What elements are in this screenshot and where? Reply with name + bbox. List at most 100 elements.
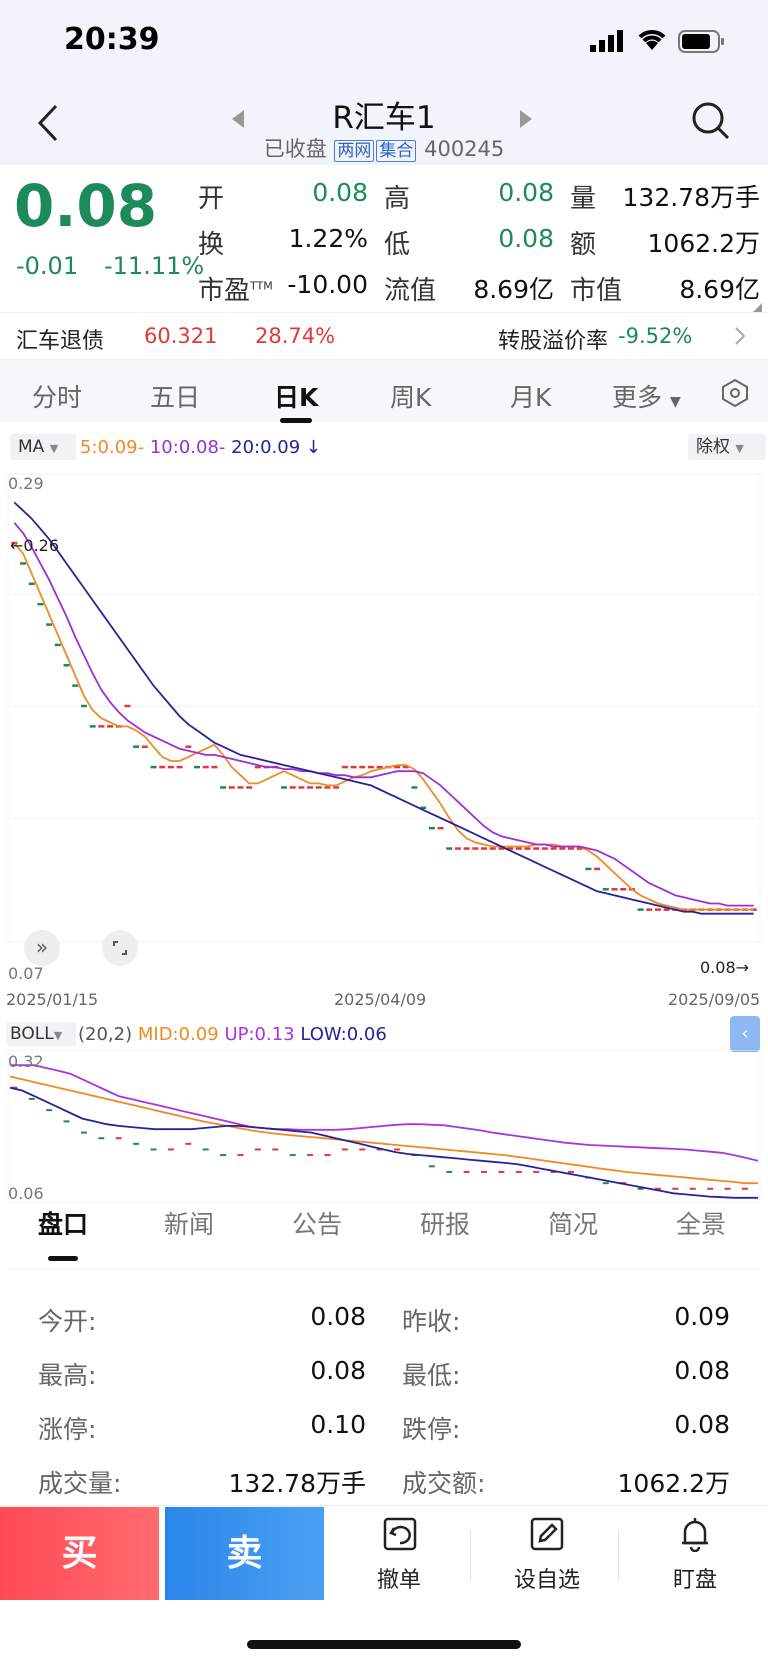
cancel-order-label: 撤单 <box>376 1568 421 1593</box>
value-day-low: 0.08 <box>674 1356 730 1385</box>
label-turnover: 换 <box>198 230 225 260</box>
tab-intraday[interactable]: 分时 <box>32 383 83 412</box>
label-prev-close: 昨收: <box>402 1307 461 1336</box>
label-float-cap: 流值 <box>384 276 437 306</box>
value-low: 0.08 <box>498 224 554 253</box>
collapse-panel-icon[interactable]: ‹ <box>730 1016 760 1052</box>
value-prev-close: 0.09 <box>674 1302 730 1331</box>
boll-values: (20,2) MID:0.09 UP:0.13 LOW:0.06 <box>78 1024 387 1045</box>
caret-down-icon: ▼ <box>669 394 681 410</box>
value-pe: -10.00 <box>287 270 368 299</box>
label-day-high: 最高: <box>38 1361 97 1390</box>
divider <box>470 1530 471 1580</box>
stock-title: R汇车1 <box>332 100 436 136</box>
value-volume-detail: 132.78万手 <box>228 1469 366 1498</box>
label-limit-down: 跌停: <box>402 1415 461 1444</box>
value-day-high: 0.08 <box>310 1356 366 1385</box>
tab-news[interactable]: 新闻 <box>164 1210 215 1239</box>
quote-panel <box>0 165 768 313</box>
detail-tab-indicator <box>48 1256 78 1261</box>
tag-two-net: 两网 <box>334 140 375 162</box>
value-limit-down: 0.08 <box>674 1410 730 1439</box>
bond-price: 60.321 <box>144 324 218 348</box>
value-open: 0.08 <box>312 178 368 207</box>
label-low: 低 <box>384 230 411 260</box>
date-start: 2025/01/15 <box>6 990 99 1009</box>
boll-mid: MID:0.09 <box>137 1024 219 1045</box>
fullscreen-icon[interactable] <box>102 930 138 966</box>
value-turnover: 1.22% <box>288 224 368 253</box>
ma-selector[interactable]: MA ▼ <box>10 434 76 460</box>
value-market-cap: 8.69亿 <box>679 275 760 304</box>
bond-pct: 28.74% <box>255 324 336 348</box>
boll-chart[interactable] <box>0 1050 768 1205</box>
add-watchlist-button[interactable]: 设自选 <box>492 1512 602 1597</box>
value-float-cap: 8.69亿 <box>473 275 554 304</box>
expand-corner-icon[interactable] <box>752 298 762 317</box>
premium-value: -9.52% <box>618 324 693 348</box>
chevron-right-icon[interactable] <box>734 326 746 350</box>
label-today-open: 今开: <box>38 1307 97 1336</box>
search-icon[interactable] <box>690 100 732 146</box>
price-alert-label: 盯盘 <box>672 1568 717 1593</box>
label-market-cap: 市值 <box>570 276 623 306</box>
nav-header <box>0 90 768 165</box>
ma20-value: 20:0.09 <box>231 437 301 458</box>
kline-ymin-label: 0.07 <box>8 964 44 983</box>
active-tab-indicator <box>280 418 312 423</box>
value-today-open: 0.08 <box>310 1302 366 1331</box>
tab-monthly-k[interactable]: 月K <box>510 383 552 412</box>
bond-name: 汇车退债 <box>16 329 105 354</box>
tab-daily-k[interactable]: 日K <box>274 383 319 412</box>
boll-low-line <box>9 1086 758 1199</box>
tab-orderbook[interactable]: 盘口 <box>38 1210 89 1239</box>
ma20-line <box>13 501 754 915</box>
price-alert-button[interactable]: 盯盘 <box>640 1512 750 1597</box>
tab-panorama[interactable]: 全景 <box>676 1210 727 1239</box>
adjust-selector[interactable]: 除权 ▼ <box>688 434 766 460</box>
boll-low: LOW:0.06 <box>300 1024 387 1045</box>
boll-frame <box>7 1050 761 1203</box>
next-stock-icon[interactable] <box>520 110 534 132</box>
boll-ymin-label: 0.06 <box>8 1184 44 1203</box>
boll-mid-line <box>9 1075 758 1185</box>
buy-button[interactable]: 买 <box>0 1507 159 1600</box>
fast-forward-icon[interactable]: » <box>24 930 60 966</box>
boll-selector[interactable]: BOLL▼ <box>6 1022 76 1046</box>
date-mid: 2025/04/09 <box>334 990 427 1009</box>
cancel-order-button[interactable]: 撤单 <box>344 1512 454 1597</box>
boll-params: (20,2) <box>78 1024 133 1045</box>
kline-ymax-label: 0.29 <box>8 474 44 493</box>
label-limit-up: 涨停: <box>38 1415 97 1444</box>
divider <box>8 1268 760 1269</box>
bond-row[interactable] <box>0 312 768 360</box>
label-amount: 额 <box>570 230 597 260</box>
kline-chart[interactable] <box>0 470 768 990</box>
wifi-icon <box>636 28 668 56</box>
market-status: 已收盘 <box>263 137 327 161</box>
last-price: 0.08 <box>14 172 158 240</box>
stock-code: 400245 <box>424 137 505 161</box>
tab-five-day[interactable]: 五日 <box>150 383 201 412</box>
edit-icon <box>530 1517 564 1551</box>
chart-settings-icon[interactable] <box>720 378 750 412</box>
date-end: 2025/09/05 <box>668 990 761 1009</box>
tab-weekly-k[interactable]: 周K <box>390 383 432 412</box>
chart-tab-bar <box>0 360 768 422</box>
back-icon[interactable] <box>36 104 60 146</box>
high-marker: ←0.26 <box>10 536 60 555</box>
undo-icon <box>383 1517 417 1551</box>
sell-button[interactable]: 卖 <box>165 1507 324 1600</box>
value-volume: 132.78万手 <box>622 183 760 212</box>
low-marker: 0.08→ <box>700 958 750 977</box>
boll-ymax-label: 0.32 <box>8 1052 44 1071</box>
ma5-line <box>13 542 754 911</box>
stock-subtitle: 已收盘 两网 集合 400245 <box>0 133 768 163</box>
tab-profile[interactable]: 简况 <box>548 1210 599 1239</box>
tab-announcements[interactable]: 公告 <box>292 1210 343 1239</box>
price-change: -0.01 <box>16 252 79 280</box>
tab-research[interactable]: 研报 <box>420 1210 471 1239</box>
tab-more[interactable]: 更多 ▼ <box>612 383 681 412</box>
value-amount: 1062.2万 <box>647 229 760 258</box>
prev-stock-icon[interactable] <box>232 110 246 132</box>
